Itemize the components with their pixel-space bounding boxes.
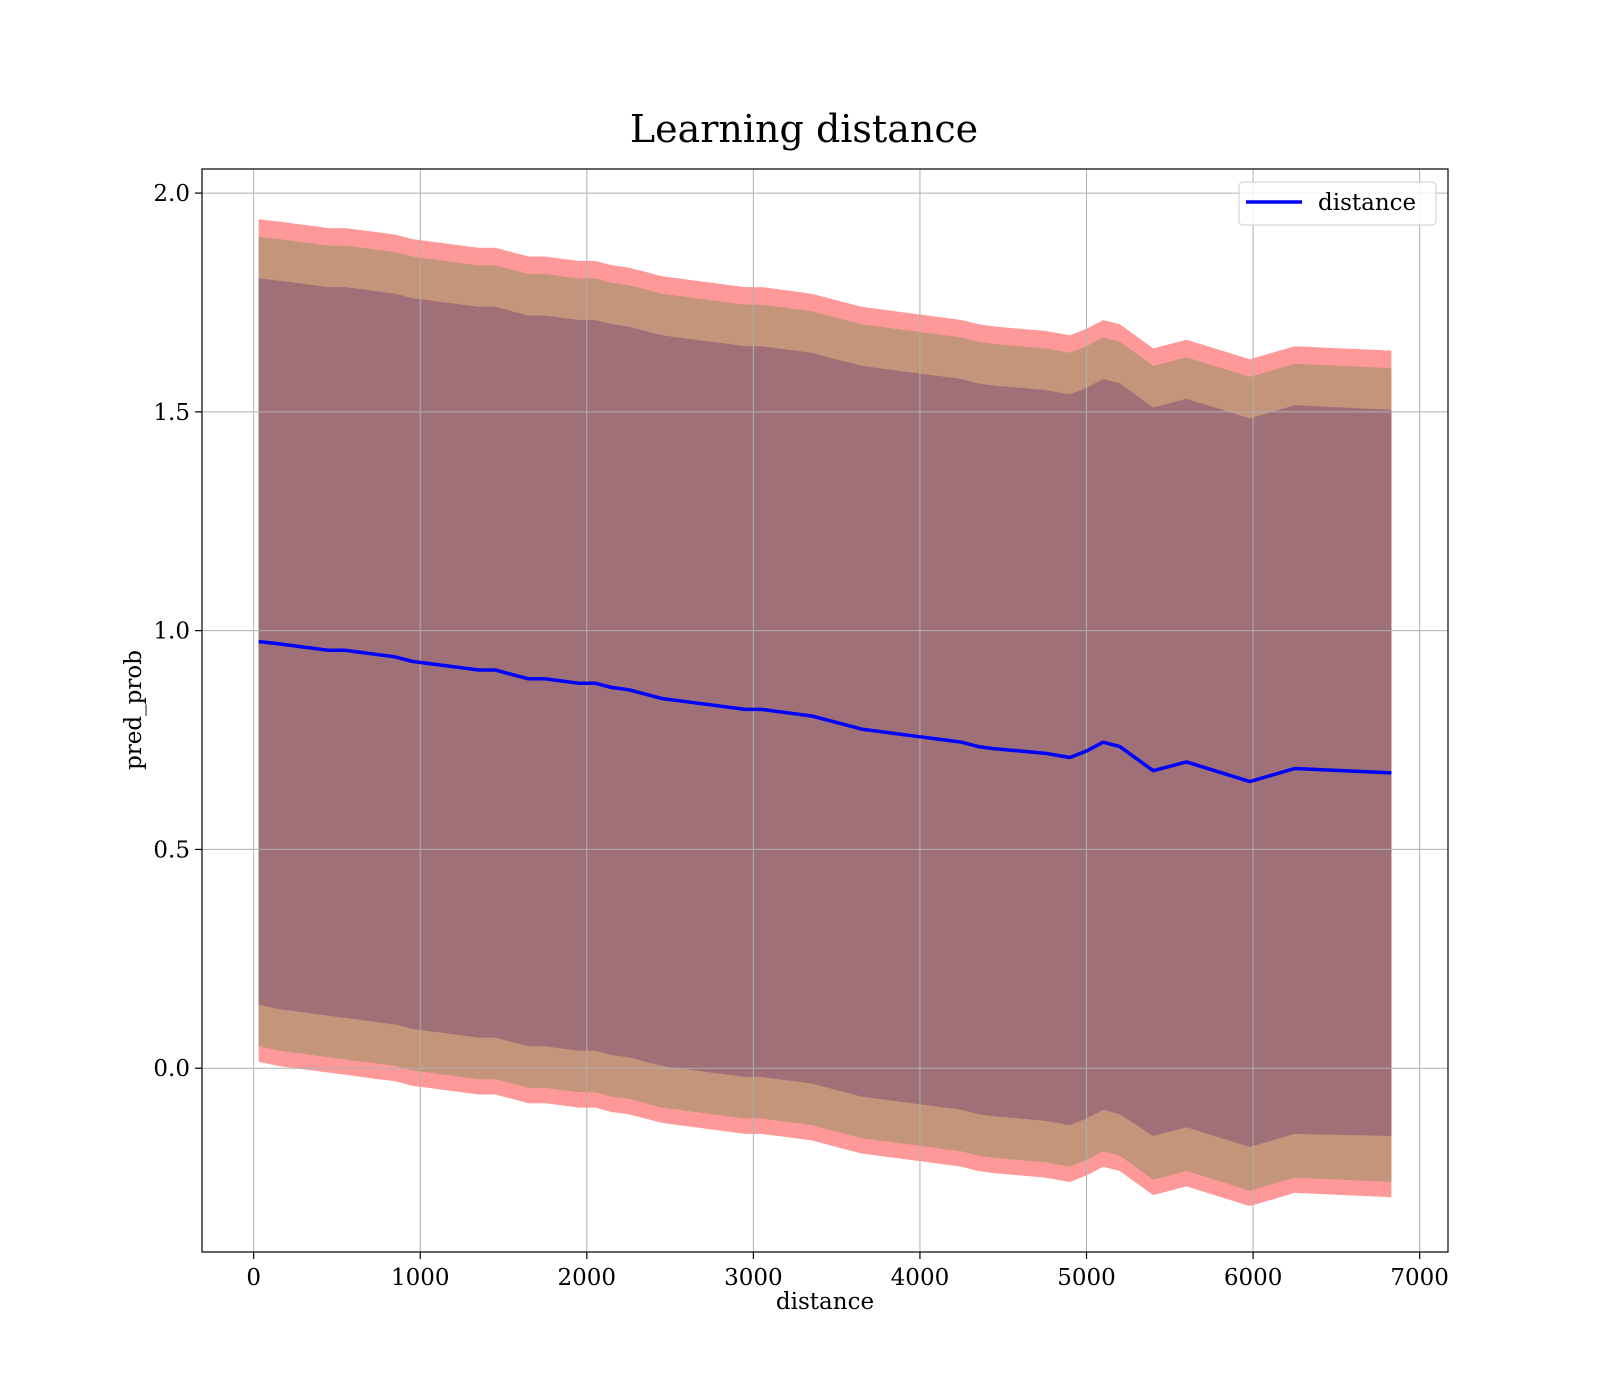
confidence-bands bbox=[258, 219, 1392, 1207]
plot-frame bbox=[201, 168, 1449, 1253]
series-lines bbox=[258, 639, 1392, 784]
series-line-distance bbox=[258, 639, 1392, 784]
chart-title: Learning distance bbox=[630, 107, 978, 151]
y-tick-label-4: 2.0 bbox=[153, 181, 190, 207]
legend-entry-distance: distance bbox=[1318, 190, 1416, 216]
grid-lines bbox=[202, 169, 1448, 1252]
x-axis-label: distance bbox=[776, 1289, 874, 1315]
x-tick-label-4: 4000 bbox=[891, 1265, 950, 1291]
legend-box bbox=[1238, 181, 1437, 226]
y-tick-label-3: 1.5 bbox=[153, 400, 190, 426]
x-tick-label-2: 2000 bbox=[558, 1265, 617, 1291]
x-tick-label-7: 7000 bbox=[1390, 1265, 1449, 1291]
x-tick-label-0: 0 bbox=[246, 1265, 261, 1291]
x-tick-label-1: 1000 bbox=[391, 1265, 450, 1291]
y-axis-label: pred_prob bbox=[121, 650, 147, 770]
y-axis-ticks: 0.0 0.5 1.0 1.5 2.0 bbox=[153, 181, 202, 1082]
y-tick-label-1: 0.5 bbox=[153, 837, 190, 863]
y-tick-label-0: 0.0 bbox=[153, 1056, 190, 1082]
x-tick-label-6: 6000 bbox=[1224, 1265, 1283, 1291]
legend: distance bbox=[1238, 181, 1437, 226]
y-tick-label-2: 1.0 bbox=[153, 619, 190, 645]
band-inner bbox=[258, 278, 1392, 1147]
x-tick-label-5: 5000 bbox=[1057, 1265, 1116, 1291]
x-axis-ticks: 0 1000 2000 3000 4000 5000 6000 7000 bbox=[246, 1252, 1449, 1291]
x-tick-label-3: 3000 bbox=[724, 1265, 783, 1291]
